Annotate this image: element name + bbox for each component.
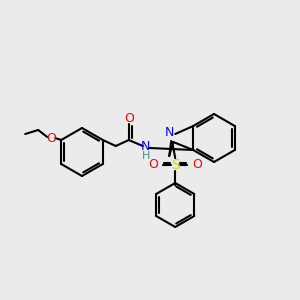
- Text: O: O: [148, 158, 158, 172]
- Text: S: S: [171, 158, 180, 172]
- Text: N: N: [141, 140, 151, 152]
- Text: O: O: [192, 158, 202, 172]
- Text: O: O: [124, 112, 134, 124]
- Text: O: O: [46, 131, 56, 145]
- Text: H: H: [142, 151, 150, 161]
- Text: N: N: [164, 127, 174, 140]
